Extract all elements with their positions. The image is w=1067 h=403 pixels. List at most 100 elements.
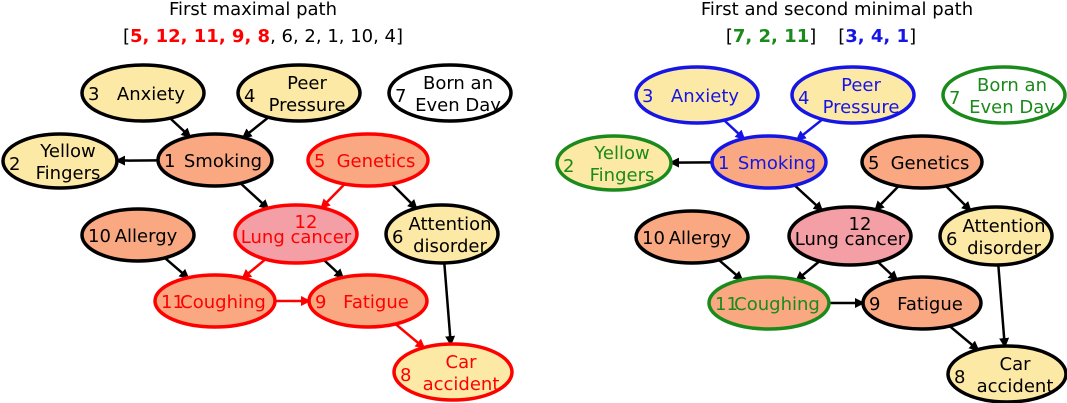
right-edge-12-to-11 — [795, 260, 821, 282]
right-seq2-close: ] — [909, 26, 916, 47]
left-node-8-ellipse — [392, 342, 514, 402]
right-node-3-label-line-1: Anxiety — [671, 86, 740, 107]
right-edge-4-to-1 — [795, 118, 824, 141]
left-node-11-label-line-1: Coughing — [180, 292, 266, 313]
right-node-3-number: 3 — [642, 86, 653, 107]
left-seq-rest: , 6, 2, 1, 10, 4 — [270, 26, 396, 47]
left-node-7-ellipse — [387, 63, 513, 123]
left-seq-highlight: 5, 12, 11, 9, 8 — [130, 26, 270, 47]
left-node-8-label-line-1: Car — [446, 352, 478, 373]
left-edge-5-to-6 — [390, 182, 418, 210]
right-node-5: 5 Genetics — [860, 134, 984, 190]
left-node-12-ellipse — [233, 203, 359, 265]
right-node-10: 10 Allergy — [634, 209, 750, 265]
left-node-1-number: 1 — [164, 151, 175, 172]
right-node-5-ellipse — [860, 134, 984, 190]
right-node-11-label-line-1: Coughing — [734, 294, 820, 315]
left-node-8-label-line-2: accident — [423, 374, 500, 395]
left-node-8-number: 8 — [400, 365, 411, 386]
right-node-12-number: 12 — [849, 214, 872, 235]
right-node-11-ellipse — [707, 275, 831, 331]
right-node-12-label-line-1: Lung cancer — [795, 229, 906, 250]
right-node-3: 3 Anxiety — [634, 65, 760, 125]
right-edge-5-to-6 — [944, 184, 972, 212]
left-node-2-label-line-1: Yellow — [39, 141, 95, 162]
right-edge-1-to-12 — [793, 184, 824, 212]
right-node-2-number: 2 — [563, 156, 574, 177]
left-node-12-label-line-1: Lung cancer — [241, 227, 352, 248]
left-node-3-ellipse — [80, 63, 206, 123]
left-node-6-label-line-2: disorder — [413, 236, 487, 257]
right-node-10-number: 10 — [642, 228, 665, 249]
left-node-10-number: 10 — [88, 226, 111, 247]
left-node-10: 10 Allergy — [80, 207, 196, 263]
left-node-11-ellipse — [153, 273, 277, 329]
right-node-8-label-line-1: Car — [1000, 354, 1032, 375]
right-seq1-open: [ — [726, 26, 733, 47]
right-node-4-number: 4 — [798, 88, 809, 109]
right-node-1-number: 1 — [718, 153, 729, 174]
left-edge-1-to-12 — [239, 182, 270, 210]
left-node-4-number: 4 — [244, 86, 255, 107]
left-node-6-number: 6 — [392, 227, 403, 248]
right-node-6-label-line-1: Attention — [962, 216, 1045, 237]
left-node-1: 1 Smoking — [156, 132, 274, 188]
left-path-sequence: [5, 12, 11, 9, 8, 6, 2, 1, 10, 4] — [123, 26, 403, 47]
right-node-9: 9 Fatigue — [861, 275, 983, 331]
right-node-9-number: 9 — [869, 294, 880, 315]
left-edge-12-to-9 — [322, 258, 345, 279]
left-node-3: 3 Anxiety — [80, 63, 206, 123]
right-node-5-number: 5 — [868, 153, 879, 174]
left-node-3-label-line-1: Anxiety — [117, 84, 186, 105]
left-edge-4-to-1 — [241, 116, 270, 139]
right-seq2-body: 3, 4, 1 — [845, 26, 909, 47]
right-node-7-label-line-1: Born an — [977, 75, 1047, 96]
right-seq1-body: 7, 2, 11 — [733, 26, 809, 47]
left-node-2-ellipse — [1, 132, 119, 190]
right-node-1-label-line-1: Smoking — [738, 153, 816, 174]
right-node-8-number: 8 — [954, 367, 965, 388]
right-node-2-ellipse — [555, 134, 673, 192]
left-node-9-ellipse — [307, 273, 429, 329]
right-node-1-ellipse — [710, 134, 828, 190]
right-node-10-ellipse — [634, 209, 750, 265]
right-edge-3-to-1 — [723, 119, 746, 141]
left-node-3-number: 3 — [88, 84, 99, 105]
right-node-1: 1 Smoking — [710, 134, 828, 190]
left-node-9: 9 Fatigue — [307, 273, 429, 329]
left-node-4-label-line-1: Peer — [287, 73, 327, 94]
left-node-10-label-line-1: Allergy — [115, 226, 178, 247]
left-node-5: 5 Genetics — [306, 132, 430, 188]
right-node-4-label-line-1: Peer — [841, 75, 881, 96]
right-edge-6-to-8 — [997, 264, 1010, 349]
right-node-7-label-line-2: Even Day — [969, 97, 1055, 118]
left-node-5-ellipse — [306, 132, 430, 188]
right-panel-header: First and second minimal path [7, 2, 11]… — [701, 0, 973, 47]
right-node-8-ellipse — [946, 344, 1067, 403]
right-panel-title: First and second minimal path — [701, 0, 973, 20]
right-node-4-label-line-2: Pressure — [823, 97, 900, 118]
right-node-2-label-line-1: Yellow — [593, 143, 649, 164]
right-node-8-label-line-2: accident — [977, 376, 1054, 397]
left-panel-title: First maximal path — [169, 0, 337, 20]
left-node-11-number: 11 — [161, 292, 184, 313]
left-node-7-number: 7 — [395, 86, 406, 107]
left-node-10-ellipse — [80, 207, 196, 263]
left-node-1-label-line-1: Smoking — [184, 151, 262, 172]
left-edge-6-to-8 — [443, 262, 456, 347]
left-edge-12-to-11 — [241, 258, 267, 280]
left-node-7-label-line-1: Born an — [423, 73, 493, 94]
left-node-6-label-line-1: Attention — [408, 214, 491, 235]
left-node-4-label-line-2: Pressure — [269, 95, 346, 116]
